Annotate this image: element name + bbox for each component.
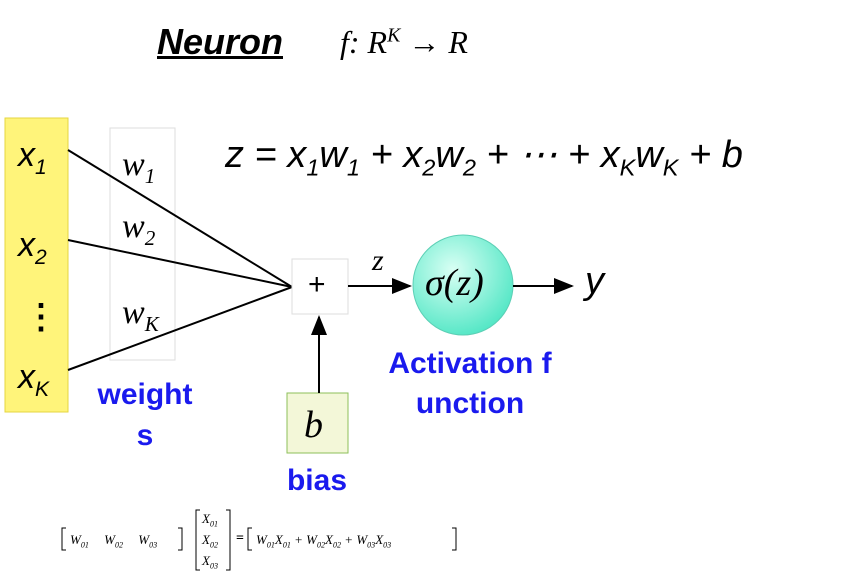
subscript: 1 <box>144 163 156 188</box>
subscript: K <box>144 311 159 336</box>
subscript: 03 <box>209 561 218 571</box>
result: W01X01 + W02X02 + W03X03 <box>256 533 391 550</box>
subscript: 1 <box>35 155 47 179</box>
subscript: 01 <box>282 540 291 550</box>
input: x2 <box>18 228 47 268</box>
column-entry: X02 <box>202 533 218 550</box>
text-part: X <box>325 532 333 547</box>
subscript: K <box>35 377 50 401</box>
text-part: + x <box>359 134 423 176</box>
subscript: 02 <box>209 540 218 550</box>
subscript: K <box>662 154 679 181</box>
weight: wK <box>122 296 159 335</box>
input-box <box>4 117 69 413</box>
input-lines <box>67 149 293 371</box>
column-entry: X01 <box>202 512 218 529</box>
subscript: 02 <box>333 540 342 550</box>
supscript: K <box>387 24 401 47</box>
subscript: K <box>619 154 636 181</box>
title: Neuron <box>157 21 283 62</box>
brackets <box>61 509 457 571</box>
text-part: w <box>122 294 145 331</box>
text-part: X <box>274 532 283 547</box>
bias-symbol: b <box>304 404 323 446</box>
input: x1 <box>18 138 47 178</box>
activation-label: unction <box>415 387 525 420</box>
activation: σ(z) <box>425 262 484 304</box>
text-part: f: R <box>340 24 388 60</box>
sum-box <box>291 258 349 315</box>
subscript: 01 <box>209 519 218 529</box>
text-part: + b <box>678 134 743 176</box>
input: xK <box>18 360 49 400</box>
text-part: x <box>18 226 35 264</box>
text-part: w <box>122 208 145 245</box>
subscript: 03 <box>149 540 158 550</box>
equals: = <box>236 531 244 546</box>
text-part: + W <box>341 532 368 547</box>
output: y <box>585 260 604 302</box>
subscript: 02 <box>317 540 326 550</box>
subscript: 03 <box>383 540 392 550</box>
z-label: z <box>372 244 384 277</box>
text-part: X <box>202 553 210 568</box>
subscript: 2 <box>462 154 476 181</box>
weights-label: weight <box>97 378 193 411</box>
text-part: w <box>319 134 347 176</box>
subscript: 03 <box>367 540 376 550</box>
title-formula: f: RK → R <box>340 24 468 60</box>
weight-box <box>109 127 176 361</box>
text-part: x <box>18 358 35 396</box>
subscript: 2 <box>144 225 156 250</box>
text-part: + ⋯ + x <box>475 134 620 176</box>
weight: w1 <box>122 148 155 187</box>
column-entry: X03 <box>202 554 218 571</box>
weights-label: s <box>136 419 154 452</box>
subscript: 1 <box>346 154 360 181</box>
subscript: 1 <box>306 154 320 181</box>
input: ⋮ <box>24 300 58 334</box>
text-part: W <box>70 532 81 547</box>
subscript: 2 <box>422 154 436 181</box>
text-part: X <box>202 511 210 526</box>
text-part: X <box>202 532 210 547</box>
text-part: w <box>122 146 145 183</box>
subscript: 01 <box>80 540 89 550</box>
equation: z = x1w1 + x2w2 + ⋯ + xKwK + b <box>225 136 743 180</box>
text-part: x <box>18 136 35 174</box>
text-part: W <box>88 532 115 547</box>
subscript: 02 <box>114 540 124 550</box>
weight: w2 <box>122 210 155 249</box>
text-part: z = x <box>225 134 307 176</box>
subscript: 01 <box>266 540 275 550</box>
text-part: W <box>123 532 150 547</box>
activation-label: Activation f <box>388 347 552 380</box>
text-part: w <box>635 134 663 176</box>
text-part: + W <box>290 532 317 547</box>
subscript: 2 <box>35 245 47 269</box>
text-part: W <box>256 532 267 547</box>
text-part: w <box>435 134 463 176</box>
row-vector: W01 W02 W03 <box>70 533 157 550</box>
bias-label: bias <box>286 464 348 497</box>
text-part: → R <box>400 24 468 60</box>
text-part: ⋮ <box>24 298 58 336</box>
sum-symbol: + <box>308 268 326 301</box>
text-part: X <box>375 532 384 547</box>
bias-box <box>286 392 349 454</box>
